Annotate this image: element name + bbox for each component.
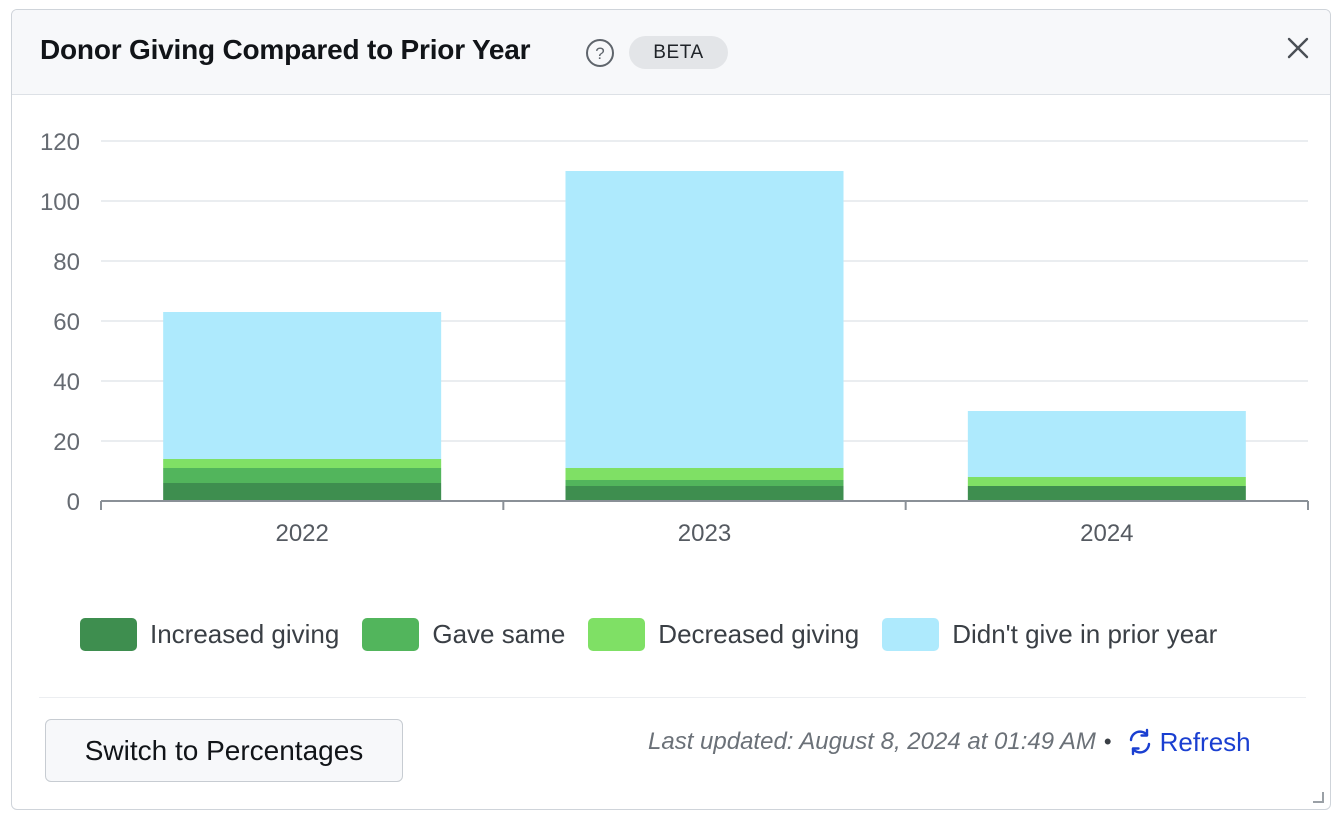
switch-to-percentages-button[interactable]: Switch to Percentages: [45, 719, 403, 782]
bar-segment: [565, 171, 844, 468]
footer-status: Last updated: August 8, 2024 at 01:49 AM…: [648, 722, 1251, 762]
legend-label: Increased giving: [150, 618, 340, 649]
widget-card: Donor Giving Compared to Prior Year ? BE…: [11, 9, 1331, 810]
legend-item[interactable]: Gave same: [362, 617, 566, 651]
bar-segment: [163, 459, 442, 468]
legend-label: Decreased giving: [658, 618, 860, 649]
separator-dot: •: [1103, 729, 1112, 754]
y-tick-label: 80: [53, 249, 80, 276]
footer-divider: [39, 697, 1306, 698]
bar-segment: [565, 486, 844, 501]
x-tick-label: 2023: [678, 520, 731, 547]
bar-segment: [967, 486, 1246, 501]
bar-segment: [967, 477, 1246, 486]
bar-segment: [565, 480, 844, 486]
legend-item[interactable]: Didn't give in prior year: [882, 617, 1218, 651]
help-circle-icon[interactable]: ?: [585, 38, 615, 68]
legend-swatch: [882, 617, 940, 651]
bar-segment: [565, 468, 844, 480]
y-tick-label: 20: [53, 429, 80, 456]
x-tick-label: 2022: [275, 520, 328, 547]
beta-badge: BETA: [629, 36, 728, 69]
legend-swatch: [588, 617, 646, 651]
legend-label: Gave same: [432, 618, 566, 649]
card-header: Donor Giving Compared to Prior Year ? BE…: [12, 10, 1330, 95]
svg-text:?: ?: [595, 44, 604, 63]
refresh-label: Refresh: [1159, 726, 1251, 757]
bar-segment: [163, 468, 442, 483]
x-tick-label: 2024: [1080, 520, 1133, 547]
close-icon[interactable]: [1282, 32, 1314, 64]
y-tick-label: 40: [53, 369, 80, 396]
resize-grip-icon[interactable]: [1312, 791, 1324, 803]
legend-item[interactable]: Decreased giving: [588, 617, 860, 651]
legend-item[interactable]: Increased giving: [80, 617, 340, 651]
last-updated-text: Last updated: August 8, 2024 at 01:49 AM: [648, 728, 1096, 755]
bar-segment: [967, 411, 1246, 477]
y-tick-label: 100: [40, 189, 80, 216]
stacked-bar-chart: 0 20 40 60 80 100 120 2022 2023 2024: [40, 129, 1309, 547]
refresh-icon: [1129, 728, 1150, 756]
y-tick-label: 60: [53, 309, 80, 336]
legend-swatch: [80, 617, 137, 651]
chart-legend: Increased giving Gave same Decreased givin…: [80, 617, 1240, 651]
legend-swatch: [362, 617, 420, 651]
y-tick-label: 120: [40, 129, 80, 156]
y-tick-label: 0: [67, 489, 80, 516]
bar-segment: [163, 483, 442, 501]
refresh-link[interactable]: Refresh: [1126, 727, 1251, 758]
bar-segment: [163, 312, 442, 459]
widget-title: Donor Giving Compared to Prior Year: [40, 34, 531, 65]
legend-label: Didn't give in prior year: [952, 618, 1218, 649]
